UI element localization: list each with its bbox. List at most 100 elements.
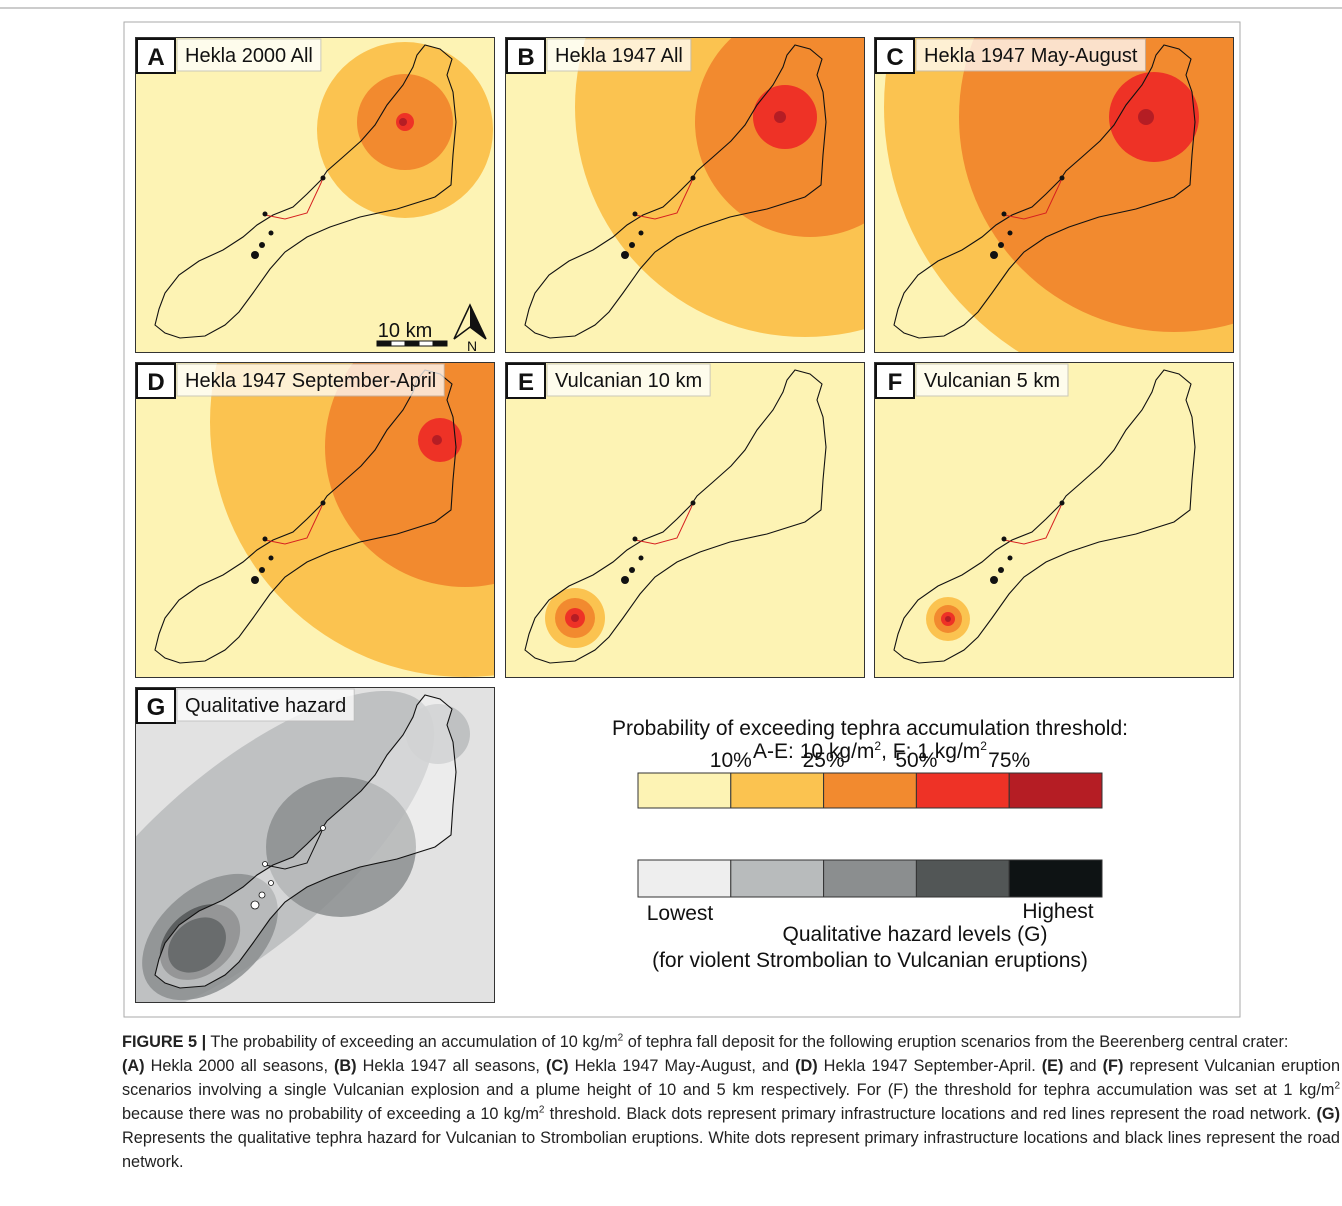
panel-letter: G [147,694,166,721]
infrastructure-dot [251,576,259,584]
caption-text: Represents the qualitative tephra hazard… [122,1129,1340,1171]
hazard-zone [399,118,407,126]
caption: FIGURE 5 | The probability of exceeding … [122,1030,1340,1174]
hazard-zone [945,616,951,622]
map-panel: G Qualitative hazard [7,637,495,1025]
infrastructure-dot [633,537,638,542]
infrastructure-dot [321,501,326,506]
caption-bold: (D) [795,1057,818,1075]
caption-text: Hekla 1947 May-August, and [569,1057,795,1075]
hazard-swatch [731,860,824,897]
legend: Probability of exceeding tephra accumula… [612,717,1128,972]
caption-bold: (F) [1103,1057,1124,1075]
map-panel: F Vulcanian 5 km [874,362,1234,678]
infrastructure-dot [1060,176,1065,181]
caption-text: Hekla 2000 all seasons, [145,1057,334,1075]
map-panel: C Hekla 1947 May-August [874,0,1342,397]
infrastructure-dot [1002,537,1007,542]
panel-letter: F [888,369,903,396]
panel-letter: E [518,369,534,396]
probability-swatch [638,773,731,808]
caption-text: of tephra fall deposit for the following… [623,1033,1288,1051]
infrastructure-dot [269,881,274,886]
map-panel: E Vulcanian 10 km [505,362,865,678]
infrastructure-dot [621,251,629,259]
hazard-swatch [824,860,917,897]
caption-paragraph: FIGURE 5 | The probability of exceeding … [122,1030,1340,1054]
infrastructure-dot [639,231,644,236]
infrastructure-dot [263,862,268,867]
infrastructure-dot [1008,231,1013,236]
legend-title: Probability of exceeding tephra accumula… [612,717,1128,740]
infrastructure-dot [1002,212,1007,217]
north-label: N [467,338,477,354]
hazard-subtitle: (for violent Strombolian to Vulcanian er… [652,949,1088,972]
scale-bar-segment [391,341,405,346]
panel-title: Hekla 1947 All [555,45,683,67]
infrastructure-dot [1008,556,1013,561]
caption-text: and [1063,1057,1102,1075]
infrastructure-dot [998,567,1004,573]
infrastructure-dot [691,501,696,506]
scale-bar-segment [419,341,433,346]
caption-bold: FIGURE 5 | [122,1033,206,1051]
probability-tick: 75% [988,749,1030,772]
probability-tick: 25% [803,749,845,772]
probability-tick: 50% [895,749,937,772]
panel-letter: D [147,369,164,396]
infrastructure-dot [629,567,635,573]
scale-bar-segment [433,341,447,346]
infrastructure-dot [639,556,644,561]
hazard-zone [571,614,579,622]
infrastructure-dot [259,242,265,248]
scale-bar-segment [405,341,419,346]
infrastructure-dot [691,176,696,181]
infrastructure-dot [990,576,998,584]
infrastructure-dot [263,212,268,217]
hazard-zone [774,111,786,123]
infrastructure-dot [251,251,259,259]
infrastructure-dot [251,901,259,909]
caption-bold: (E) [1042,1057,1064,1075]
probability-swatch [1009,773,1102,808]
lowest-label: Lowest [647,902,714,925]
hazard-title: Qualitative hazard levels (G) [783,923,1048,946]
superscript: 2 [1334,1081,1340,1092]
hazard-swatch [638,860,731,897]
caption-text: threshold. Black dots represent primary … [544,1105,1316,1123]
panel-title: Hekla 1947 May-August [924,45,1138,67]
panel-title: Vulcanian 5 km [924,370,1060,392]
infrastructure-dot [259,892,265,898]
superscript: 2 [980,739,987,753]
scale-bar-segment [377,341,391,346]
caption-text: The probability of exceeding an accumula… [206,1033,618,1051]
panel-title: Vulcanian 10 km [555,370,702,392]
probability-swatch [731,773,824,808]
infrastructure-dot [621,576,629,584]
caption-paragraph: (A) Hekla 2000 all seasons, (B) Hekla 19… [122,1054,1340,1174]
infrastructure-dot [998,242,1004,248]
probability-swatch [916,773,1009,808]
panel-title: Qualitative hazard [185,695,346,717]
infrastructure-dot [321,176,326,181]
caption-bold: (B) [334,1057,357,1075]
caption-text: Hekla 1947 September-April. [818,1057,1042,1075]
legend-subtitle: A-E: 10 kg/m2, F: 1 kg/m2 [753,739,987,763]
panel-letter: C [886,44,903,71]
infrastructure-dot [269,231,274,236]
infrastructure-dot [633,212,638,217]
caption-text: because there was no probability of exce… [122,1105,539,1123]
infrastructure-dot [629,242,635,248]
hazard-zone [1138,109,1154,125]
caption-text: Hekla 1947 all seasons, [357,1057,546,1075]
infrastructure-dot [321,826,326,831]
infrastructure-dot [263,537,268,542]
highest-label: Highest [1022,900,1093,923]
hazard-zone [432,435,442,445]
caption-bold: (A) [122,1057,145,1075]
scale-bar-label: 10 km [378,320,432,342]
probability-swatch [824,773,917,808]
infrastructure-dot [269,556,274,561]
